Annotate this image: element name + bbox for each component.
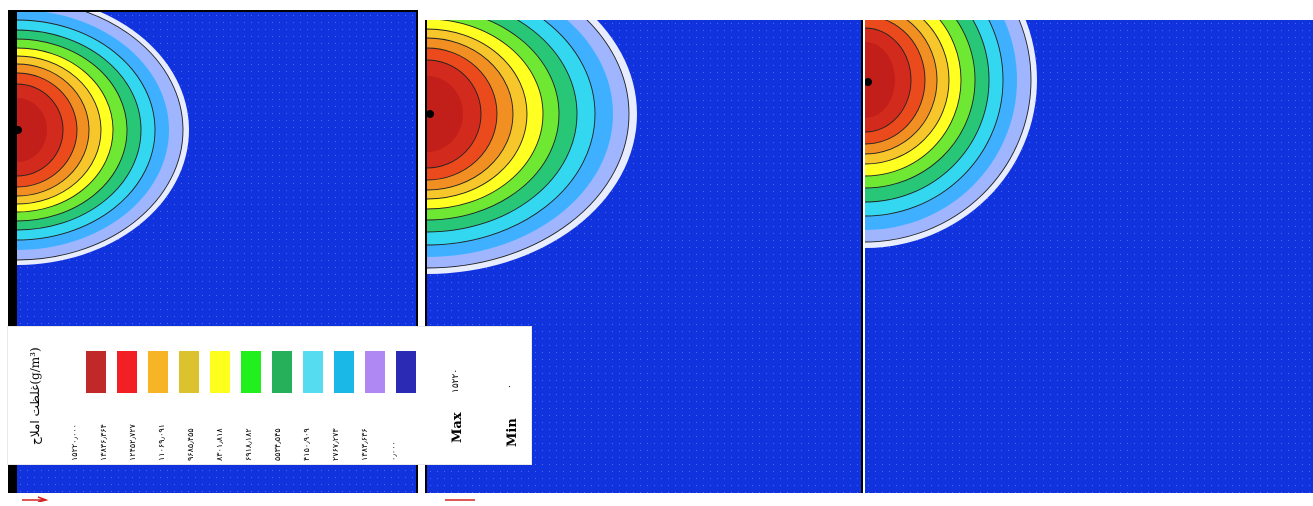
color-legend: غلظت املاح(g/m³) ۱۵۲۲۰٫۰۰۰ ۱۳۸۳۶٫۳۶۴ ۱۲۴۵۲… — [8, 327, 531, 464]
legend-value: ۰٫۰۰۰ — [389, 441, 398, 461]
legend-value: ۲۷۶۷٫۲۷۳ — [331, 428, 340, 461]
plume-3 — [865, 20, 1037, 248]
marker-arrow-2 — [445, 487, 485, 501]
contour-panel-3 — [865, 20, 1313, 493]
legend-max-value: ۱۵۲۲۰ — [451, 368, 461, 393]
legend-min-value: ۰ — [505, 384, 515, 389]
legend-swatch — [241, 351, 261, 393]
legend-value: ۱۵۲۲۰٫۰۰۰ — [70, 424, 79, 461]
legend-swatch — [117, 351, 137, 393]
legend-swatch — [365, 351, 385, 393]
legend-value: ۶۹۱۸٫۱۸۲ — [244, 428, 253, 461]
legend-value: ۴۱۵۰٫۹۰۹ — [302, 428, 311, 461]
legend-value: ۱۱۰۶۹٫۰۹۱ — [157, 424, 166, 461]
legend-value: ۵۵۳۴٫۵۴۵ — [273, 428, 282, 461]
legend-value: ۹۶۸۵٫۴۵۵ — [186, 428, 195, 461]
legend-swatch — [148, 351, 168, 393]
legend-min-label: Min — [505, 418, 520, 447]
legend-value: ۱۳۸۳٫۶۳۶ — [360, 428, 369, 461]
plume-2 — [427, 20, 637, 274]
contour-panel-2 — [425, 20, 863, 493]
legend-value: ۸۳۰۱٫۸۱۸ — [215, 428, 224, 461]
legend-title: غلظت املاح(g/m³) — [28, 347, 42, 445]
legend-value: ۱۲۴۵۲٫۷۲۷ — [128, 424, 137, 461]
legend-swatch — [334, 351, 354, 393]
legend-swatch — [272, 351, 292, 393]
legend-swatch — [303, 351, 323, 393]
legend-swatch — [86, 351, 106, 393]
legend-value: ۱۳۸۳۶٫۳۶۴ — [99, 424, 108, 461]
contour-panel-1 — [8, 10, 418, 493]
plume-1 — [17, 12, 189, 265]
legend-swatch — [210, 351, 230, 393]
marker-arrow-1 — [22, 487, 49, 503]
legend-max-label: Max — [450, 412, 465, 443]
legend-swatch — [179, 351, 199, 393]
legend-swatch — [396, 351, 416, 393]
